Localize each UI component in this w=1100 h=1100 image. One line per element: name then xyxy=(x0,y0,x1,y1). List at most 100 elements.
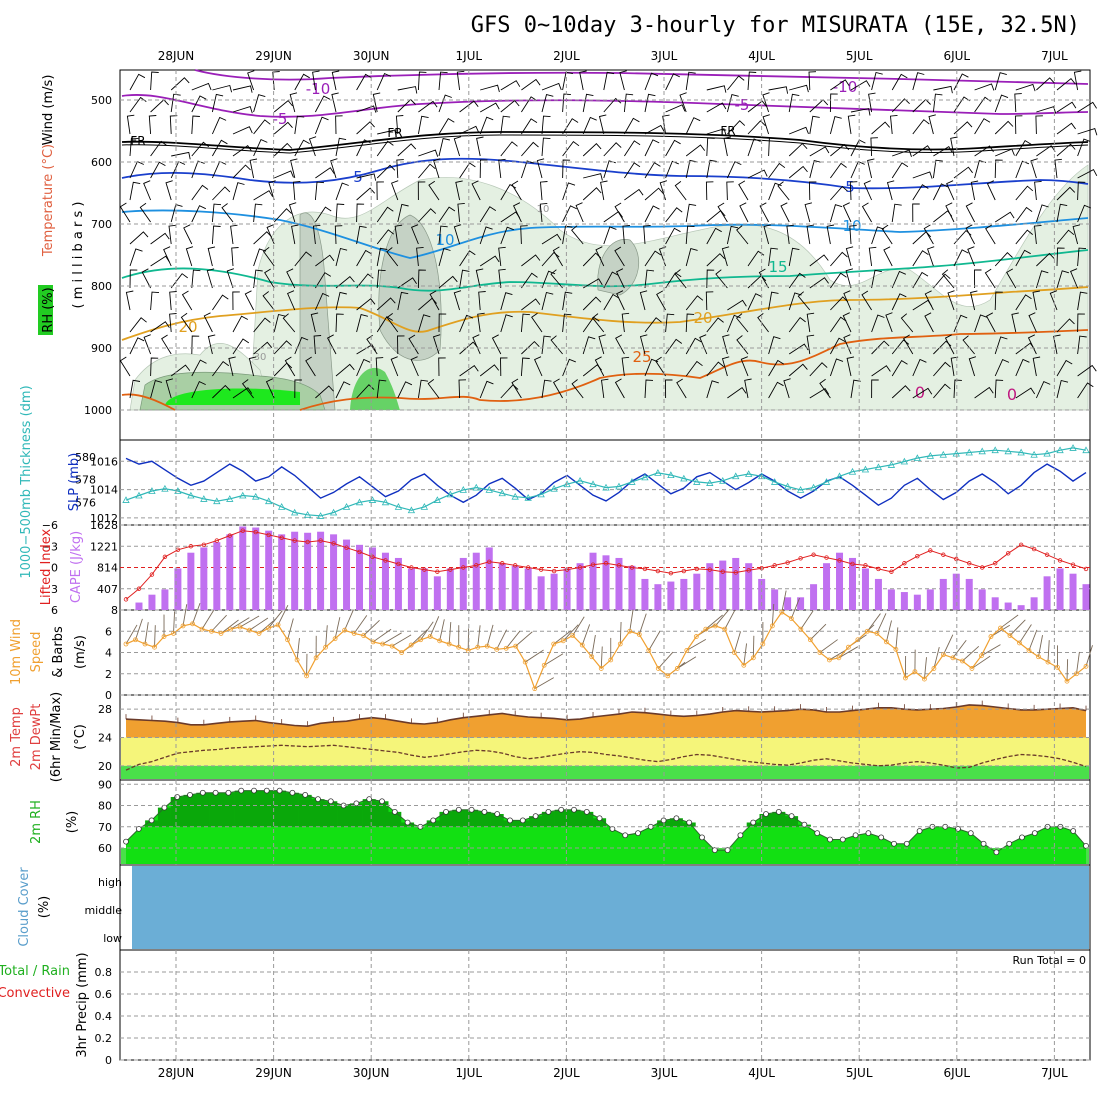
wind-barb xyxy=(273,142,293,157)
rh2m-line xyxy=(125,790,1087,853)
rh2m-high-fill xyxy=(785,816,799,827)
temp2m-panel: 28 24 20 xyxy=(98,700,1090,779)
wind-barb xyxy=(498,158,506,179)
wind-barb xyxy=(624,162,641,179)
wind-barb xyxy=(1072,224,1081,245)
wind-barb xyxy=(662,114,670,135)
wind-barb xyxy=(129,337,145,355)
wind-barb xyxy=(974,314,988,333)
wind-barb xyxy=(170,273,188,289)
cape-bar xyxy=(848,557,856,610)
rh2m-point xyxy=(468,806,475,813)
wind-barb xyxy=(479,380,494,399)
cape-bar xyxy=(472,552,480,610)
cape-bar xyxy=(407,568,415,610)
wind-barb xyxy=(721,356,730,377)
wind10m-barb xyxy=(867,613,881,632)
wind10m-point xyxy=(180,623,186,629)
rh2m-high-fill xyxy=(580,811,594,827)
wind-barb xyxy=(315,272,332,289)
rh2m-high-fill xyxy=(145,820,159,827)
wind-barb xyxy=(521,254,541,267)
wind-barb xyxy=(541,94,554,113)
rh-light-area xyxy=(249,164,1089,411)
wind-barb xyxy=(376,73,392,91)
wind-barb xyxy=(780,202,790,223)
bottom-date-axis: 28JUN 29JUN 30JUN 1JUL 2JUL 3JUL 4JUL 5JUL 6JUL 7… xyxy=(158,1066,1068,1080)
wind10m-point xyxy=(142,641,148,647)
thickness-point xyxy=(303,510,312,518)
rh2m-high-fill xyxy=(567,809,581,827)
wind10m-point xyxy=(579,642,585,648)
wind-barb xyxy=(768,137,777,157)
wind-barb xyxy=(965,224,975,245)
wind10m-barb xyxy=(173,611,176,634)
li-point xyxy=(214,538,220,543)
wind10m-point xyxy=(950,655,956,661)
li-point xyxy=(188,544,194,549)
wind-barb xyxy=(438,137,450,157)
wind-barb xyxy=(685,203,697,223)
wind-barb xyxy=(231,247,239,267)
wind-barb xyxy=(985,224,996,245)
wind-barb xyxy=(797,291,811,311)
wind-barb xyxy=(762,92,770,113)
cape-bar xyxy=(343,539,351,610)
wind-barb xyxy=(119,356,131,377)
li-point xyxy=(746,568,751,573)
wind-barb xyxy=(788,165,808,179)
li-point xyxy=(915,553,920,559)
wind-barb xyxy=(129,379,141,399)
wind-barb xyxy=(809,115,820,135)
wind-barb xyxy=(314,181,325,201)
cape-bar xyxy=(680,578,688,610)
wind10m-point xyxy=(437,638,443,644)
rh2m-high-fill xyxy=(529,816,543,827)
wind-barb xyxy=(500,292,513,311)
wind-barb xyxy=(163,246,172,267)
wind-barb xyxy=(721,246,730,267)
thickness-point xyxy=(381,498,390,506)
wind-barb xyxy=(727,120,746,135)
wind10m-barb xyxy=(144,622,149,645)
wind-barb xyxy=(397,291,409,311)
wind-barb xyxy=(305,356,316,377)
cape-bar xyxy=(939,578,947,610)
wind-barb xyxy=(603,293,620,311)
wind-barb xyxy=(665,160,679,179)
wind-barb xyxy=(723,136,731,157)
wind-barb xyxy=(1035,270,1049,289)
wind10m-barb xyxy=(1019,624,1032,644)
wind-barb xyxy=(541,291,554,311)
wind-barb xyxy=(294,139,310,157)
wind10m-point xyxy=(788,616,794,621)
cloud-level-label: middle xyxy=(84,904,122,917)
wind10m-point xyxy=(408,642,414,648)
thickness-point xyxy=(693,478,701,485)
wind-barb xyxy=(739,202,749,223)
wind10m-barb xyxy=(410,629,428,646)
contour-label: 15 xyxy=(768,258,787,276)
cape-bar xyxy=(602,555,610,610)
rh2m-point xyxy=(404,819,411,826)
wind-barb xyxy=(253,139,268,157)
wind10m-point xyxy=(551,641,557,647)
thickness-point xyxy=(706,479,714,486)
wind-barb xyxy=(665,313,675,333)
wind-barb xyxy=(129,73,146,91)
wind-barb xyxy=(1077,291,1088,311)
wind-barb xyxy=(583,173,603,181)
wind-barb xyxy=(847,114,856,135)
wind10m-point xyxy=(912,669,918,675)
upper-air-panel: -10 -10 -5 -5 FR FR FR 5 5 10 10 15 20 2… xyxy=(84,69,1098,417)
slp-panel-frame xyxy=(119,439,1091,526)
wind-barb xyxy=(472,334,481,355)
isotherm-freezing-2 xyxy=(121,134,1089,154)
wind-barb xyxy=(266,224,275,245)
wind-barb xyxy=(541,115,551,135)
wind10m-barb xyxy=(810,623,827,641)
wind-barb xyxy=(376,297,396,311)
wind-barb xyxy=(520,160,534,179)
wind10m-barb xyxy=(1085,645,1093,667)
